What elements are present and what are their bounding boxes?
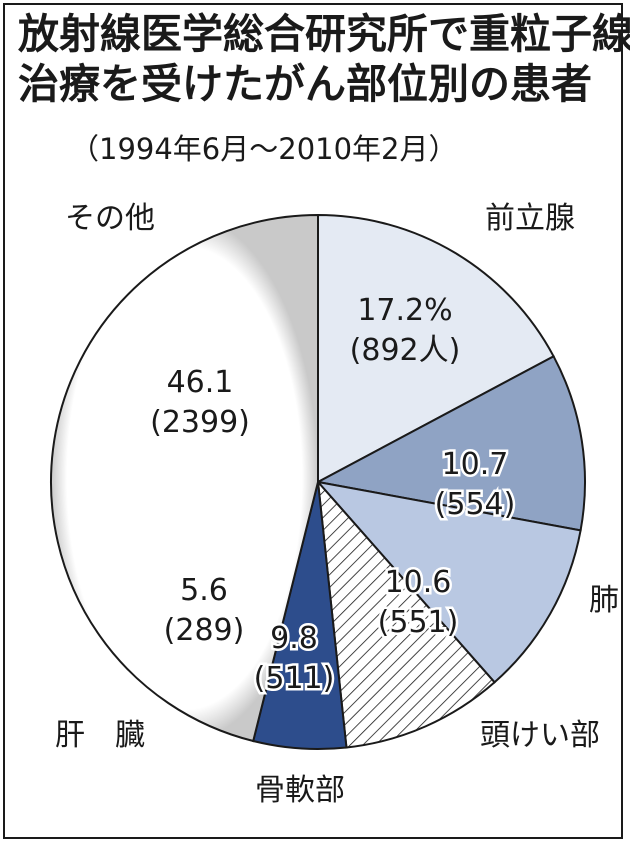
pie-slice [316, 478, 496, 749]
pie-slice [315, 354, 586, 532]
chart-subtitle: （1994年6月～2010年2月） [70, 132, 458, 166]
chart-title-line-1: 放射線医学総合研究所で重粒子線 [18, 10, 630, 58]
slice-percent-label: 17.2% [357, 293, 452, 328]
pie-slice [317, 213, 555, 484]
pie-slice [50, 213, 319, 743]
slice-count-label: (551) [378, 605, 459, 640]
chart-frame [3, 3, 623, 839]
slice-percent-label: 10.6 [385, 565, 452, 600]
slice-count-label: (289) [164, 613, 245, 648]
slice-category-label: 前立腺 [485, 201, 575, 236]
slice-count-label: (2399) [150, 405, 250, 440]
slice-percent-label: 9.8 [270, 621, 318, 656]
chart-title-line-2: 治療を受けたがん部位別の患者 [18, 60, 592, 108]
slice-percent-label: 10.7 [442, 447, 509, 482]
pie-slice [315, 480, 582, 684]
slice-category-label: その他 [65, 201, 155, 236]
slice-percent-label: 46.1 [167, 365, 234, 400]
slice-category-label: 頭けい部 [480, 718, 600, 753]
slice-count-label: (892人) [350, 333, 461, 368]
slice-percent-label: 5.6 [180, 573, 228, 608]
slice-category-label: 肺 [589, 583, 619, 618]
slice-category-label: 骨軟部 [255, 773, 345, 808]
slice-category-label: 肝 臓 [55, 718, 145, 753]
slice-count-label: (511) [254, 661, 335, 696]
slice-count-label: (554) [435, 487, 516, 522]
